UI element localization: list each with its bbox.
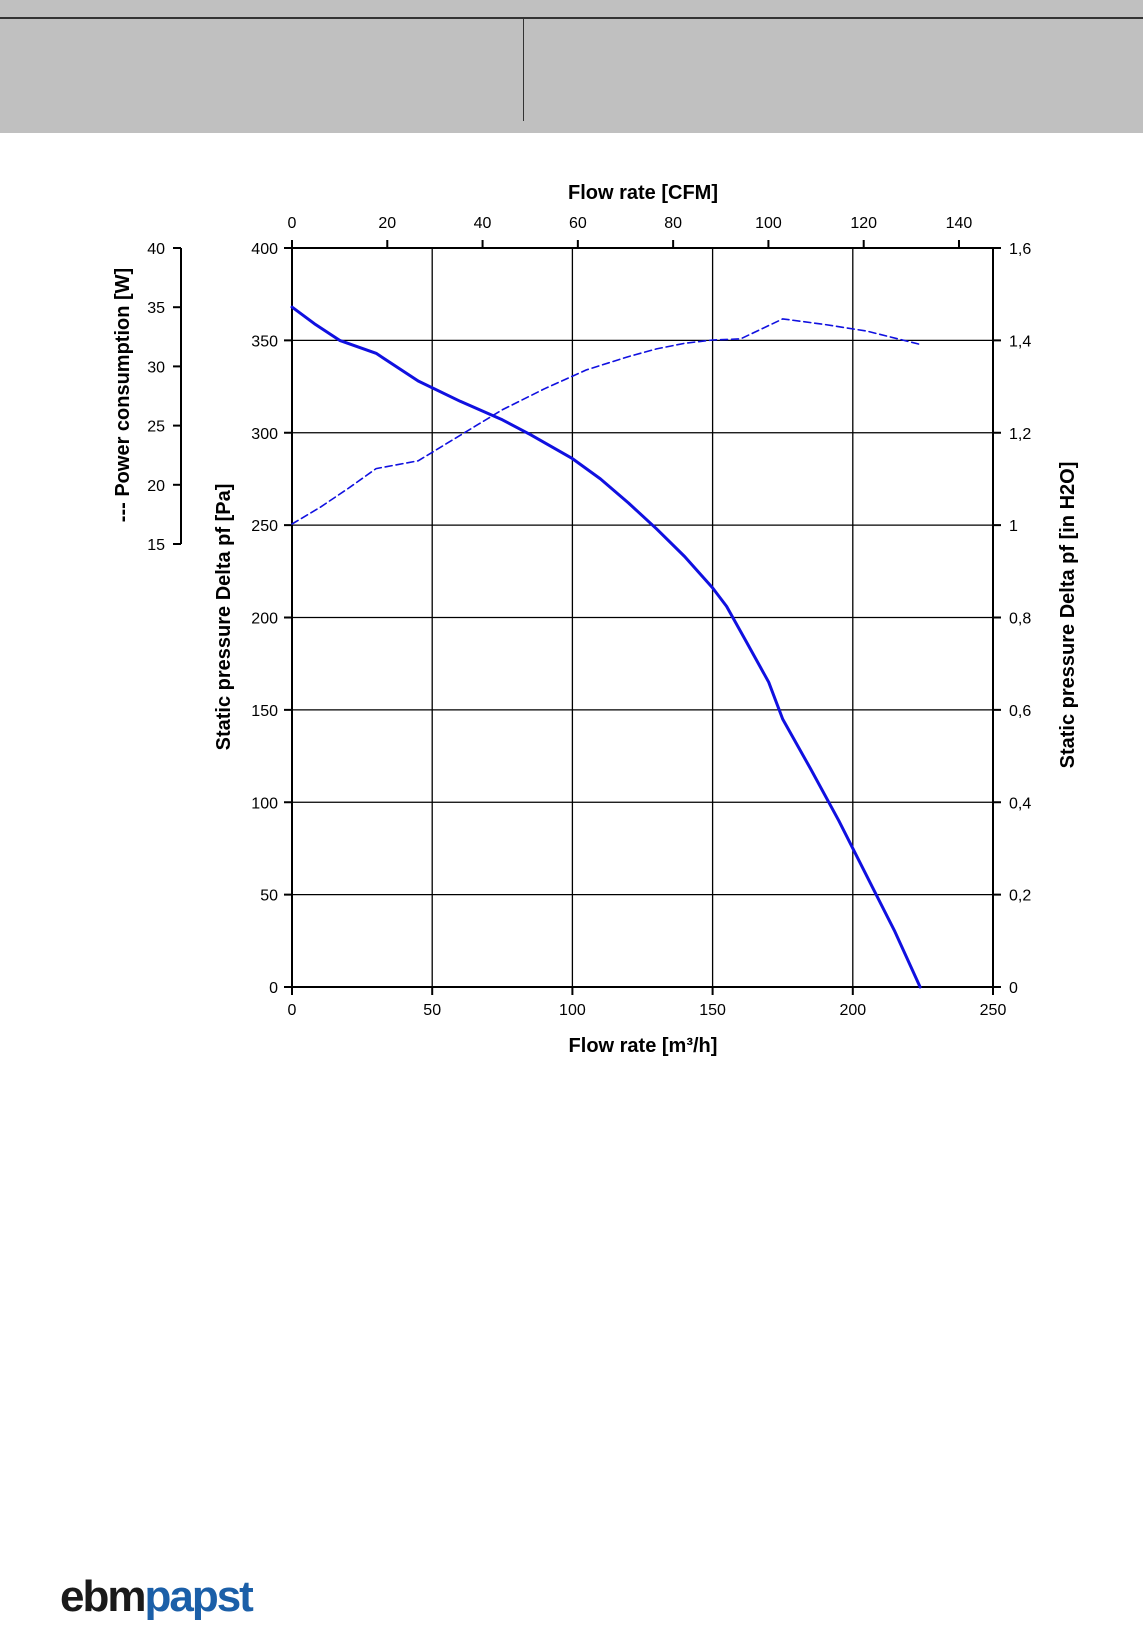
x-bottom-axis-title: Flow rate [m³/h]	[569, 1035, 718, 1057]
x-top-tick-label-140: 140	[946, 215, 973, 232]
x-bottom-tick-label-50: 50	[423, 1002, 441, 1019]
y-right-tick-label-3: 0,6	[1009, 703, 1031, 720]
header-rule	[0, 17, 1143, 19]
y-power-tick-label-30: 30	[147, 359, 165, 376]
ebmpapst-logo: ebmpapst	[60, 1572, 254, 1621]
x-top-tick-label-40: 40	[474, 215, 492, 232]
y-left-tick-label-150: 150	[251, 703, 278, 720]
x-top-tick-label-0: 0	[288, 215, 297, 232]
y-power-tick-label-25: 25	[147, 419, 165, 436]
y-right-tick-label-8: 1,6	[1009, 241, 1031, 258]
header-band	[0, 0, 1143, 133]
y-power-axis-title: --- Power consumption [W]	[112, 268, 134, 522]
y-power-tick-label-20: 20	[147, 478, 165, 495]
y-left-tick-label-350: 350	[251, 333, 278, 350]
power-consumption-line	[291, 318, 921, 525]
y-left-pressure-axis-title: Static pressure Delta pf [Pa]	[213, 484, 235, 751]
y-power-tick-label-15: 15	[147, 537, 165, 554]
x-top-tick-label-100: 100	[755, 215, 782, 232]
x-top-tick-label-20: 20	[378, 215, 396, 232]
y-power-tick-label-35: 35	[147, 300, 165, 317]
y-right-pressure-axis-title: Static pressure Delta pf [in H2O]	[1057, 462, 1079, 769]
x-top-axis-title: Flow rate [CFM]	[568, 182, 718, 204]
y-right-tick-label-2: 0,4	[1009, 795, 1031, 812]
header-divider	[523, 18, 524, 121]
y-power-tick-label-40: 40	[147, 241, 165, 258]
y-right-tick-label-5: 1	[1009, 518, 1018, 535]
y-left-tick-label-0: 0	[269, 980, 278, 997]
logo-part-papst: papst	[144, 1572, 253, 1621]
y-left-tick-label-200: 200	[251, 611, 278, 628]
y-left-tick-label-400: 400	[251, 241, 278, 258]
y-left-tick-label-50: 50	[260, 888, 278, 905]
x-top-tick-label-60: 60	[569, 215, 587, 232]
y-right-tick-label-0: 0	[1009, 980, 1018, 997]
x-bottom-tick-label-100: 100	[559, 1002, 586, 1019]
y-right-tick-label-4: 0,8	[1009, 611, 1031, 628]
logo-part-ebm: ebm	[60, 1572, 146, 1621]
x-bottom-tick-label-250: 250	[980, 1002, 1007, 1019]
y-left-tick-label-100: 100	[251, 795, 278, 812]
y-left-tick-label-300: 300	[251, 426, 278, 443]
series	[290, 305, 922, 989]
x-bottom-tick-label-0: 0	[288, 1002, 297, 1019]
y-right-tick-label-1: 0,2	[1009, 888, 1031, 905]
x-top-tick-label-120: 120	[850, 215, 877, 232]
y-right-tick-label-6: 1,2	[1009, 426, 1031, 443]
static-pressure-line	[290, 305, 922, 989]
y-right-tick-label-7: 1,4	[1009, 333, 1031, 350]
grid	[291, 247, 994, 988]
x-bottom-tick-label-150: 150	[699, 1002, 726, 1019]
y-left-tick-label-250: 250	[251, 518, 278, 535]
x-top-tick-label-80: 80	[664, 215, 682, 232]
x-bottom-tick-label-200: 200	[839, 1002, 866, 1019]
